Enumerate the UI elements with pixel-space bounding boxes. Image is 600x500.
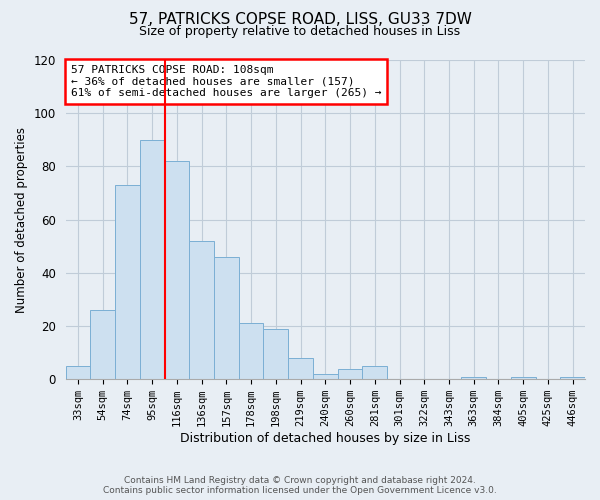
X-axis label: Distribution of detached houses by size in Liss: Distribution of detached houses by size …: [180, 432, 470, 445]
Bar: [91, 310, 115, 379]
Bar: [511, 376, 536, 379]
Bar: [190, 241, 214, 379]
Bar: [461, 376, 486, 379]
Y-axis label: Number of detached properties: Number of detached properties: [15, 126, 28, 312]
Bar: [115, 185, 140, 379]
Bar: [313, 374, 338, 379]
Text: 57 PATRICKS COPSE ROAD: 108sqm
← 36% of detached houses are smaller (157)
61% of: 57 PATRICKS COPSE ROAD: 108sqm ← 36% of …: [71, 65, 382, 98]
Text: Contains HM Land Registry data © Crown copyright and database right 2024.
Contai: Contains HM Land Registry data © Crown c…: [103, 476, 497, 495]
Text: 57, PATRICKS COPSE ROAD, LISS, GU33 7DW: 57, PATRICKS COPSE ROAD, LISS, GU33 7DW: [128, 12, 472, 28]
Bar: [140, 140, 164, 379]
Bar: [65, 366, 91, 379]
Text: Size of property relative to detached houses in Liss: Size of property relative to detached ho…: [139, 25, 461, 38]
Bar: [362, 366, 387, 379]
Bar: [338, 368, 362, 379]
Bar: [263, 328, 288, 379]
Bar: [560, 376, 585, 379]
Bar: [164, 161, 190, 379]
Bar: [214, 257, 239, 379]
Bar: [288, 358, 313, 379]
Bar: [239, 324, 263, 379]
